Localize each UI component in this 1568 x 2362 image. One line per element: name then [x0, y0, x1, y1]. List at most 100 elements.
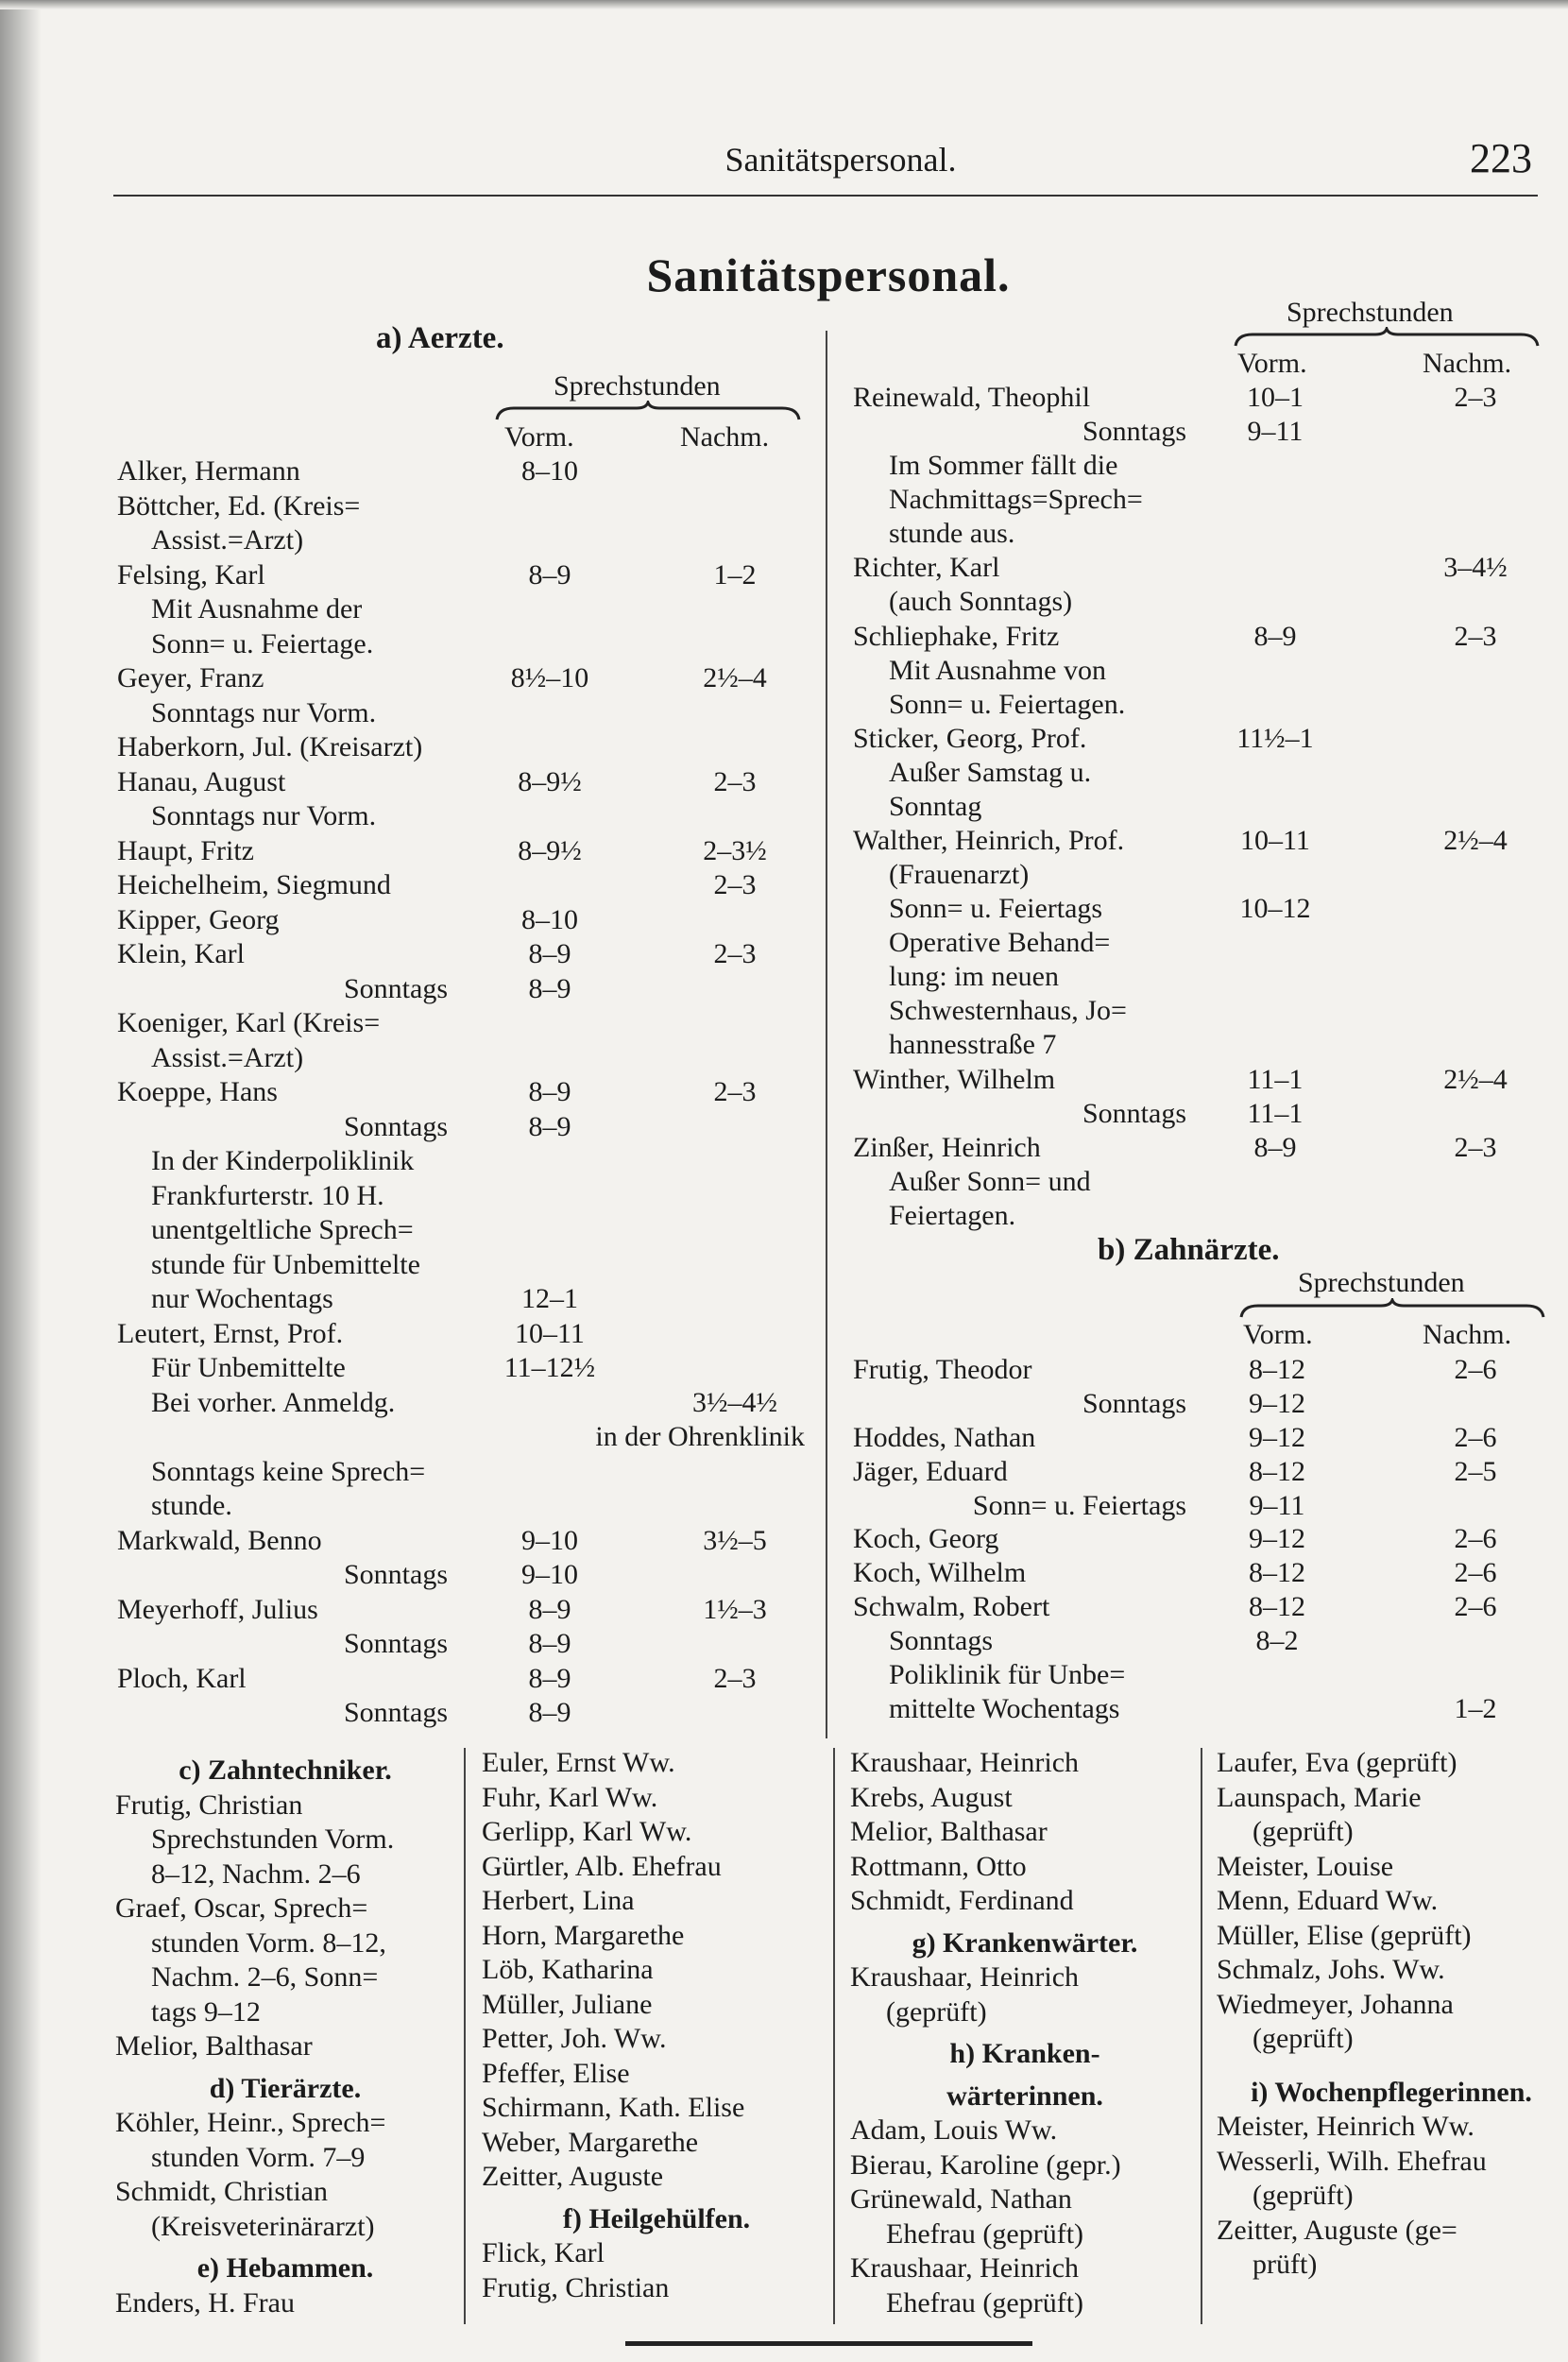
vorm-hours: 8–9 [528, 972, 571, 1004]
list-item: Melior, Balthasar [850, 1816, 1048, 1847]
list-item: Schmalz, Johs. Ww. [1217, 1954, 1445, 1985]
list-item: Schmidt, Ferdinand [850, 1885, 1074, 1916]
entry-name: Hanau, August [117, 765, 286, 797]
vorm-hours: 8–12 [1249, 1557, 1305, 1589]
section-heading: e) Hebammen. [196, 2252, 374, 2284]
nachm-header: Nachm. [680, 421, 770, 453]
header-rule [113, 195, 1538, 197]
brace-icon [495, 401, 801, 420]
nachm-hours: 2–6 [1454, 1523, 1497, 1555]
section-heading-zahnaerzte: b) Zahnärzte. [1098, 1233, 1280, 1267]
list-item: Löb, Katharina [482, 1954, 654, 1985]
entry-name: Feiertagen. [889, 1199, 1016, 1231]
nachm-hours: 1–2 [713, 558, 757, 590]
nachm-header: Nachm. [1423, 348, 1512, 379]
table-row: Schwalm, Robert 8–12 2–6 [0, 1590, 1568, 1624]
table-row: Richter, Karl 3–4½ [0, 551, 1568, 585]
nachm-hours: 2–3 [1454, 382, 1497, 413]
entry-name: stunde. [151, 1490, 232, 1521]
nachm-hours: 2–6 [1454, 1591, 1497, 1623]
table-row: Heichelheim, Siegmund 2–3 [0, 868, 826, 903]
nachm-hours: 2–3 [1454, 620, 1497, 652]
vorm-hours: 9–11 [1247, 416, 1304, 448]
list-item: Kraushaar, Heinrich [850, 1961, 1080, 1993]
vorm-hours: 8½–10 [510, 662, 589, 693]
list-item: Rottmann, Otto [850, 1850, 1027, 1882]
table-row: nur Wochentags 12–1 [0, 1282, 826, 1317]
table-row: lung: im neuen [0, 960, 1568, 994]
table-row: Koeppe, Hans 8–9 2–3 [0, 1075, 826, 1110]
list-item: Meister, Louise [1217, 1850, 1394, 1882]
list-item: Grünewald, Nathan [850, 2183, 1072, 2215]
entry-name: Assist.=Arzt) [151, 1041, 304, 1073]
entry-name: Koeppe, Hans [117, 1076, 278, 1107]
table-row: Winther, Wilhelm 11–1 2½–4 [0, 1063, 1568, 1097]
nachm-hours: 2½–4 [1443, 1063, 1508, 1095]
table-row: Ploch, Karl 8–9 2–3 [0, 1662, 826, 1697]
nachm-hours: 3½–4½ [692, 1386, 777, 1418]
vorm-header: Vorm. [504, 421, 574, 453]
list-item: prüft) [1253, 2249, 1318, 2280]
table-row: Sonn= u. Feiertags 9–11 [0, 1489, 1568, 1523]
section-heading: d) Tierärzte. [209, 2072, 362, 2104]
bottom-rule [625, 2341, 1032, 2346]
vorm-hours: 11–12½ [503, 1352, 596, 1383]
table-row: Sonntags 9–12 [0, 1387, 1568, 1421]
list-item: Petter, Joh. Ww. [482, 2023, 667, 2054]
vorm-hours: 8–9 [528, 1628, 571, 1659]
vorm-hours: 10–12 [1239, 893, 1311, 925]
table-row: unentgeltliche Sprech= [0, 1213, 826, 1248]
nachm-hours: 2–3 [713, 938, 757, 969]
entry-name: Sonntags [343, 1697, 448, 1728]
nachm-hours: 2–3 [713, 1662, 757, 1694]
table-row: Schwesternhaus, Jo= [0, 994, 1568, 1028]
entry-name: Nachmittags=Sprech= [889, 484, 1143, 516]
vorm-header: Vorm. [1243, 1319, 1313, 1350]
table-row: Sonntags 8–2 [0, 1624, 1568, 1658]
nachm-hours: 2–5 [1454, 1455, 1497, 1487]
spacer [1217, 2057, 1566, 2068]
table-row: Nachmittags=Sprech= [0, 483, 1568, 517]
entry-name: Walther, Heinrich, Prof. [853, 825, 1125, 857]
entry-name: Mit Ausnahme von [889, 654, 1106, 686]
table-row: Sonntags nur Vorm. [0, 696, 826, 731]
list-item: stunden Vorm. 7–9 [151, 2141, 366, 2173]
nachm-hours: 2½–4 [1443, 825, 1508, 857]
list-item: Horn, Margarethe [482, 1919, 685, 1951]
entry-name: Poliklinik für Unbe= [889, 1659, 1126, 1691]
section-heading: c) Zahntechniker. [179, 1754, 392, 1786]
nachm-hours: 2–3½ [703, 834, 767, 866]
list-item: Kraushaar, Heinrich [850, 2252, 1080, 2284]
list-item: Euler, Ernst Ww. [482, 1747, 675, 1778]
table-row: Sonntags 8–9 [0, 1696, 826, 1731]
entry-name: Alker, Hermann [117, 455, 300, 487]
list-item: Pfeffer, Elise [482, 2057, 630, 2089]
table-row: stunde für Unbemittelte [0, 1248, 826, 1283]
vorm-hours: 9–11 [1249, 1489, 1305, 1521]
vorm-hours: 8–9 [528, 1076, 571, 1107]
list-item: Kraushaar, Heinrich [850, 1747, 1080, 1778]
list-item: (geprüft) [1253, 2023, 1354, 2054]
list-item: stunden Vorm. 8–12, [151, 1926, 386, 1959]
nachm-hours: 2–6 [1454, 1557, 1497, 1589]
list-item: (geprüft) [886, 1995, 987, 2028]
table-row: Walther, Heinrich, Prof. 10–11 2½–4 [0, 824, 1568, 858]
vorm-hours: 8–9 [528, 1110, 571, 1142]
nachm-hours: 2–3 [713, 869, 757, 900]
entry-name: Frutig, Theodor [853, 1354, 1032, 1385]
table-row: Alker, Hermann 8–10 [0, 454, 826, 489]
vorm-hours: 8–9½ [518, 765, 582, 797]
scan-edge-shadow [0, 0, 42, 2362]
vorm-hours: 8–2 [1255, 1625, 1299, 1657]
list-item: Wesserli, Wilh. Ehefrau [1217, 2145, 1487, 2177]
entry-name: unentgeltliche Sprech= [151, 1214, 414, 1245]
table-row: Feiertagen. [0, 1199, 1568, 1233]
entry-name: Assist.=Arzt) [151, 524, 304, 556]
entry-name: Sonntags [1082, 1387, 1186, 1419]
list-item: Zeitter, Auguste (ge= [1217, 2214, 1457, 2246]
table-row: Klein, Karl 8–9 2–3 [0, 937, 826, 972]
entry-name: Operative Behand= [889, 927, 1111, 959]
table-row: Zinßer, Heinrich 8–9 2–3 [0, 1131, 1568, 1165]
vorm-hours: 9–12 [1249, 1421, 1305, 1453]
table-row: Haberkorn, Jul. (Kreisarzt) [0, 730, 826, 765]
